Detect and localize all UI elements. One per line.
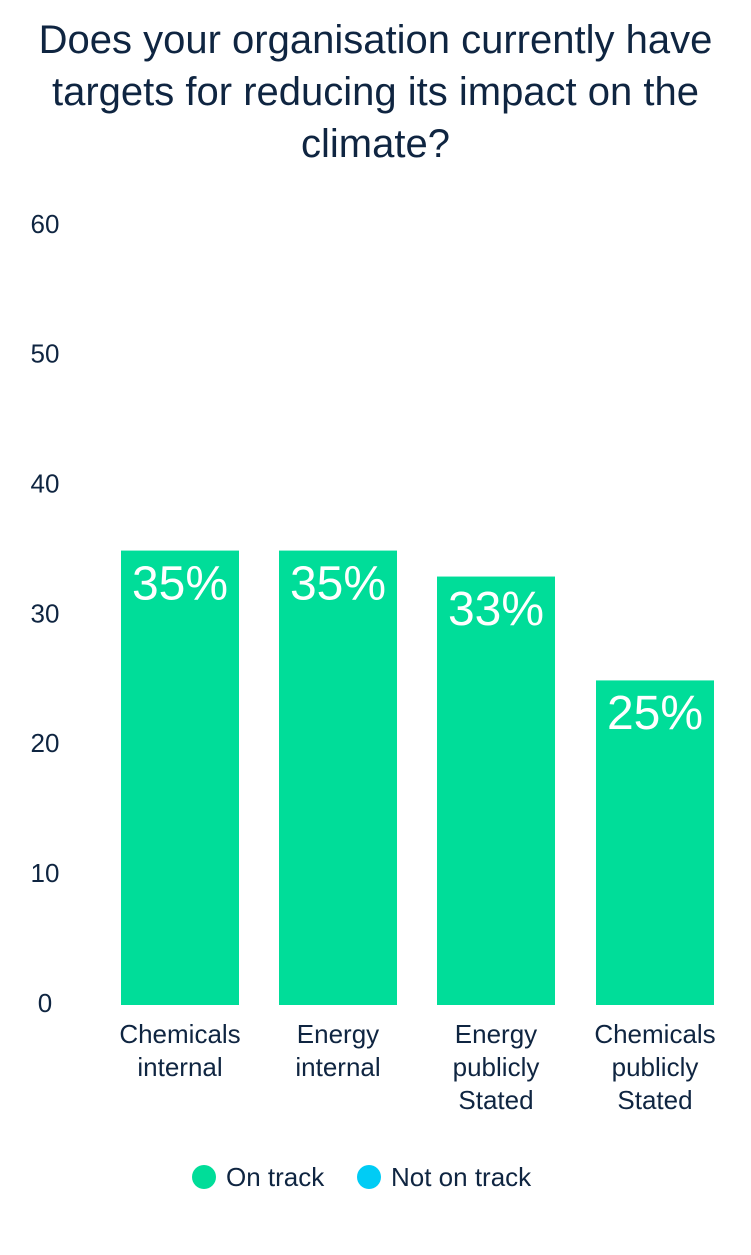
chart-title: Does your organisation currently have ta… xyxy=(38,18,713,166)
bar xyxy=(279,550,397,1005)
x-tick-label: Chemicals publicly Stated xyxy=(594,1019,716,1115)
bar xyxy=(596,680,714,1005)
y-tick-label: 0 xyxy=(38,988,52,1018)
legend-item: On track xyxy=(192,1160,324,1194)
legend-label: On track xyxy=(226,1161,325,1192)
x-tick-label: Chemicals internal xyxy=(119,1019,241,1082)
y-tick-label: 60 xyxy=(31,209,60,239)
y-tick-label: 50 xyxy=(31,339,60,369)
bar xyxy=(437,576,555,1005)
legend-label: Not on track xyxy=(391,1161,532,1192)
value-label: 35% xyxy=(132,557,228,610)
y-tick-label: 10 xyxy=(31,858,60,888)
legend-swatch xyxy=(357,1165,381,1189)
value-label: 35% xyxy=(290,557,386,610)
y-tick-label: 20 xyxy=(31,728,60,758)
y-tick-label: 40 xyxy=(31,469,60,499)
legend-swatch xyxy=(192,1165,216,1189)
y-tick-label: 30 xyxy=(31,598,60,628)
legend-item: Not on track xyxy=(357,1160,531,1194)
x-tick-label: Energy publicly Stated xyxy=(452,1019,540,1115)
value-label: 33% xyxy=(448,583,544,636)
x-tick-label: Energy internal xyxy=(295,1019,381,1082)
bar xyxy=(121,550,239,1005)
value-label: 25% xyxy=(607,687,703,740)
